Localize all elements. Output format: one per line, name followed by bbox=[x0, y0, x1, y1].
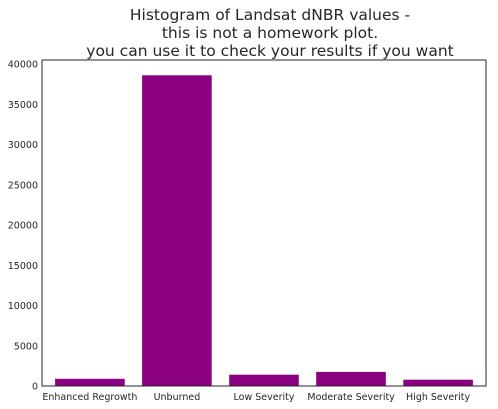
x-tick-label: High Severity bbox=[406, 392, 470, 403]
plot-frame bbox=[41, 59, 487, 387]
y-tick-label: 30000 bbox=[8, 140, 38, 151]
bar-high-severity bbox=[403, 379, 473, 386]
chart-title-line-1: Histogram of Landsat dNBR values - bbox=[130, 6, 410, 24]
chart-title: Histogram of Landsat dNBR values - this … bbox=[86, 6, 453, 60]
x-tick-label: Unburned bbox=[154, 392, 201, 403]
bar-unburned bbox=[142, 75, 212, 387]
y-axis: 0 5000 10000 15000 20000 25000 30000 35000 40000 bbox=[8, 60, 38, 393]
y-tick-label: 0 bbox=[32, 382, 38, 393]
y-tick-label: 35000 bbox=[8, 100, 38, 111]
y-tick-label: 10000 bbox=[8, 301, 38, 312]
x-tick-label: Moderate Severity bbox=[307, 392, 395, 403]
x-axis: Enhanced Regrowth Unburned Low Severity Mod… bbox=[42, 392, 470, 403]
chart-title-line-2: this is not a homework plot. bbox=[162, 24, 378, 42]
y-tick-label: 25000 bbox=[8, 180, 38, 191]
y-tick-label: 5000 bbox=[14, 341, 38, 352]
bar-enhanced-regrowth bbox=[55, 378, 125, 386]
chart-title-line-3: you can use it to check your results if … bbox=[86, 42, 453, 60]
x-tick-label: Low Severity bbox=[234, 392, 295, 403]
bar-moderate-severity bbox=[316, 371, 386, 386]
y-tick-label: 40000 bbox=[8, 60, 38, 71]
y-tick-label: 15000 bbox=[8, 261, 38, 272]
y-tick-label: 20000 bbox=[8, 221, 38, 232]
x-tick-label: Enhanced Regrowth bbox=[42, 392, 137, 403]
bars-group bbox=[55, 75, 473, 387]
bar-low-severity bbox=[229, 374, 299, 386]
